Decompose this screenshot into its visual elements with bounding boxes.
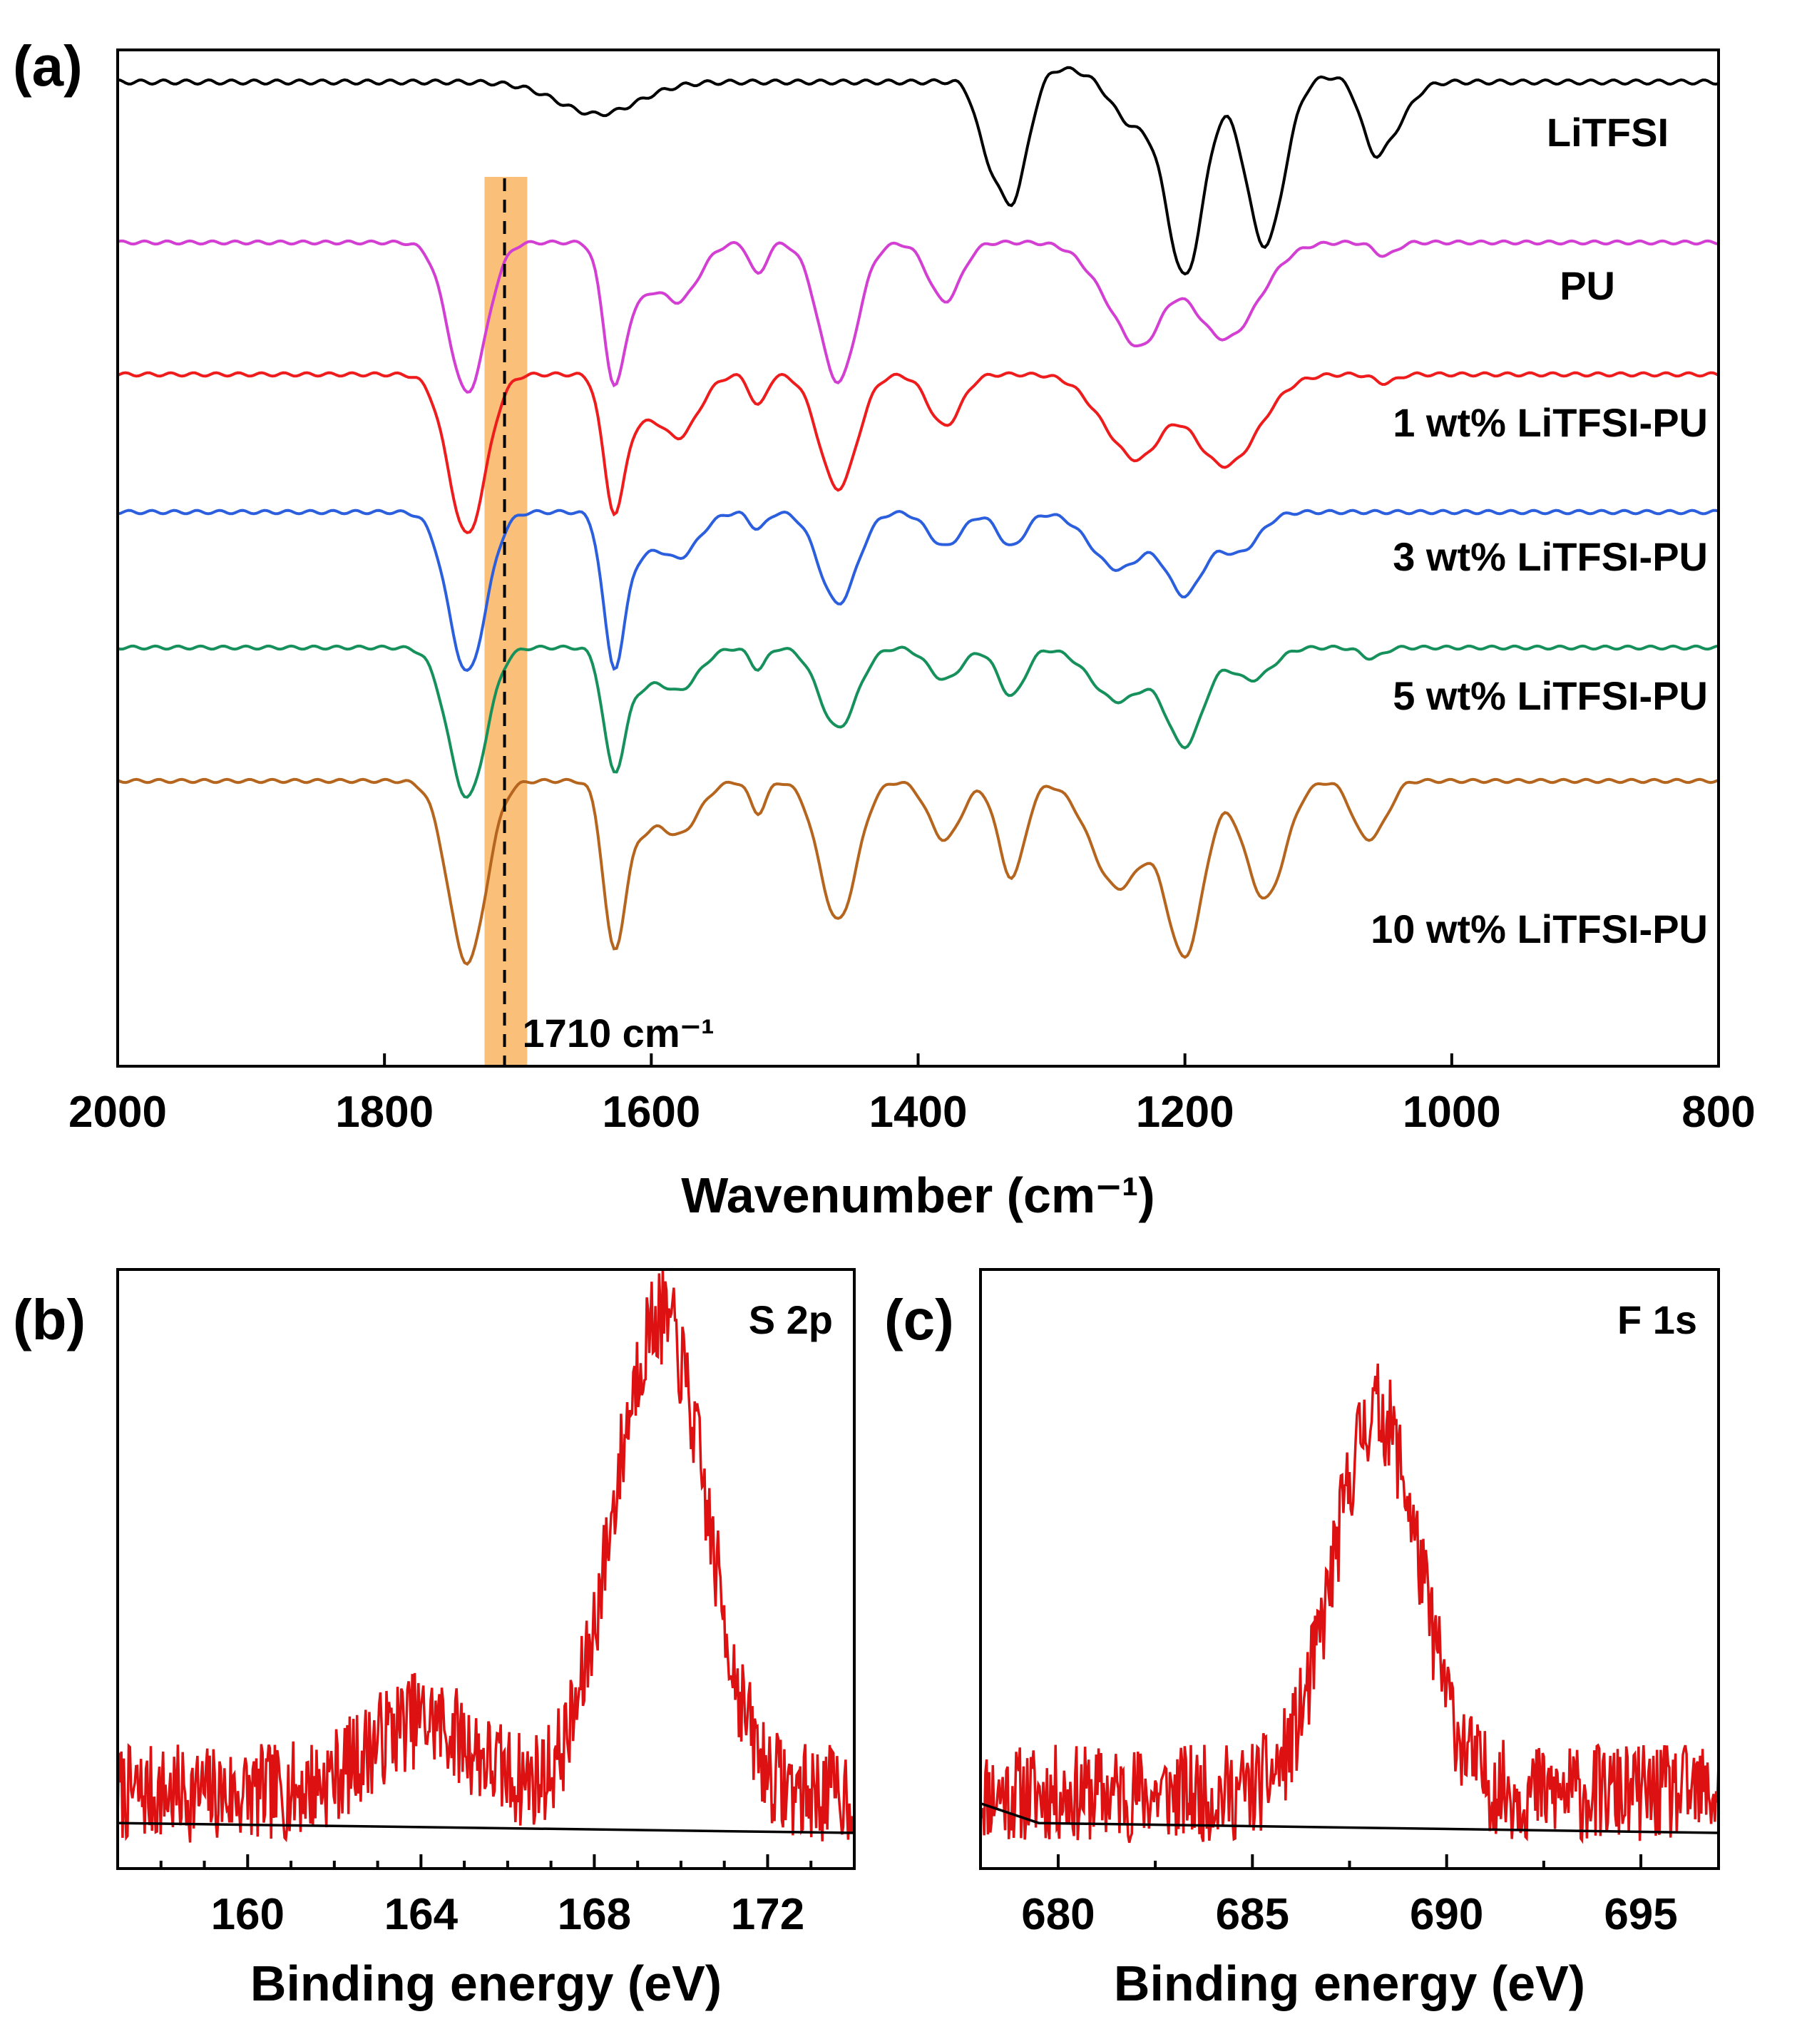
x-tick-label: 1800 (335, 1088, 434, 1137)
x-tick-label: 1200 (1136, 1088, 1234, 1137)
x-tick-label: 800 (1681, 1088, 1755, 1137)
x-tick-label: 1400 (869, 1088, 968, 1137)
s2p-title: S 2p (749, 1297, 833, 1342)
x-axis-ticks: 160 164 168 172 (116, 1854, 856, 1939)
c-spectrum-line (979, 1363, 1720, 1844)
c-background-line (980, 1802, 1719, 1834)
series-label-1: PU (1560, 263, 1615, 308)
x-axis-title: Binding energy (eV) (250, 1956, 722, 2011)
series-labels: LiTFSI PU 1 wt% LiTFSI-PU 3 wt% LiTFSI-PU 5 … (1371, 110, 1708, 951)
panel-c-label: (c) (884, 1288, 954, 1351)
ftir-line-1 (117, 239, 1719, 394)
series-label-2: 1 wt% LiTFSI-PU (1393, 400, 1708, 445)
x-tick-label: 160 (211, 1890, 285, 1939)
b-spectrum-line (116, 1269, 856, 1843)
x-tick-label: 680 (1021, 1890, 1095, 1939)
x-tick-label: 1600 (602, 1088, 700, 1137)
series-label-0: LiTFSI (1547, 110, 1669, 155)
x-tick-label: 172 (731, 1890, 804, 1939)
x-tick-label: 695 (1604, 1890, 1677, 1939)
ftir-line-5 (117, 777, 1719, 966)
x-axis-title: Wavenumber (cm⁻¹) (681, 1167, 1155, 1223)
x-axis-ticks: 2000 1800 1600 1400 1200 1000 800 (68, 1053, 1756, 1137)
x-tick-label: 2000 (68, 1088, 167, 1137)
series-label-4: 5 wt% LiTFSI-PU (1393, 673, 1708, 718)
axes-frame (116, 1268, 856, 1870)
axes-frame (979, 1268, 1720, 1870)
s2p-series-group (116, 1269, 856, 1843)
f1s-series-group (979, 1363, 1720, 1844)
panel-b: (b) 160 164 168 172 S 2p Binding energy (eV… (13, 1268, 856, 2011)
x-tick-label: 690 (1410, 1890, 1483, 1939)
series-label-3: 3 wt% LiTFSI-PU (1393, 534, 1708, 579)
panel-c: (c) 680 685 690 695 F 1s Binding energy (eV… (884, 1268, 1720, 2011)
f1s-title: F 1s (1617, 1297, 1697, 1342)
x-tick-label: 168 (558, 1890, 631, 1939)
x-axis-ticks: 680 685 690 695 (1021, 1854, 1678, 1939)
x-axis-title: Binding energy (eV) (1114, 1956, 1585, 2011)
ftir-line-4 (117, 644, 1719, 799)
x-tick-label: 685 (1216, 1890, 1289, 1939)
x-tick-label: 164 (384, 1890, 459, 1939)
panel-a-label: (a) (13, 34, 83, 98)
panel-b-label: (b) (13, 1288, 86, 1351)
reference-label: 1710 cm⁻¹ (523, 1011, 715, 1056)
ftir-line-2 (117, 371, 1719, 535)
ftir-line-0 (117, 66, 1719, 276)
panel-a: (a) 1710 cm⁻¹ 2000 1800 1600 1400 1200 1000 80… (13, 34, 1756, 1223)
ftir-line-3 (117, 509, 1719, 673)
series-label-5: 10 wt% LiTFSI-PU (1371, 906, 1708, 951)
ftir-series-group (117, 66, 1719, 966)
x-tick-label: 1000 (1403, 1088, 1501, 1137)
b-background-line (117, 1821, 855, 1834)
